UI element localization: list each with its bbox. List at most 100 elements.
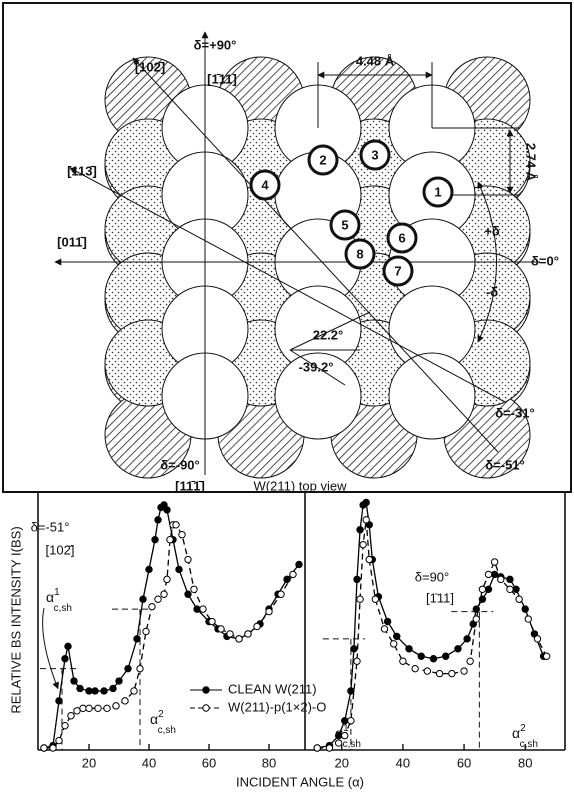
data-point — [463, 635, 471, 643]
data-point — [178, 531, 186, 539]
site-label: 6 — [398, 230, 405, 245]
site-ring — [249, 169, 281, 201]
data-point — [393, 632, 401, 641]
panel-annotation: [1̄11] — [426, 590, 454, 605]
data-point — [347, 687, 355, 695]
direction-label: [1̄11] — [207, 71, 237, 86]
data-point — [490, 558, 499, 566]
sign-label: +δ — [484, 223, 500, 238]
data-point — [383, 617, 392, 626]
angle-label: 22.2° — [313, 327, 344, 342]
data-point — [478, 585, 487, 593]
data-point — [362, 516, 370, 524]
data-point — [163, 506, 171, 514]
data-point — [390, 640, 398, 648]
data-point — [277, 590, 285, 598]
data-point — [151, 535, 159, 544]
data-point — [283, 575, 291, 584]
x-tick-label: 40 — [142, 755, 156, 770]
data-point — [235, 635, 243, 643]
threshold-label: α2 c,sh — [512, 723, 538, 750]
site-label: 5 — [341, 217, 348, 232]
data-point — [472, 615, 480, 623]
data-point — [133, 635, 141, 643]
threshold-label: α1 c,sh — [46, 587, 72, 614]
legend-label: W(211)-p(1×2)-O — [228, 699, 326, 714]
sign-label: -δ — [486, 284, 498, 299]
data-point — [100, 687, 108, 695]
direction-line — [132, 57, 499, 453]
label-part: c,sh — [54, 603, 72, 614]
data-point — [515, 595, 523, 603]
data-point — [160, 590, 168, 598]
angle-arrow — [477, 181, 497, 343]
x-tick-label: 20 — [82, 755, 96, 770]
data-point — [166, 535, 174, 544]
data-point — [226, 630, 234, 638]
panel-annotation: δ=90° — [415, 569, 450, 584]
diagram-frame — [2, 2, 572, 493]
site-label: 7 — [394, 263, 401, 278]
y-axis-title: RELATIVE BS INTENSITY I(BS) — [8, 526, 23, 713]
data-point — [253, 622, 261, 631]
data-point — [136, 664, 144, 673]
panel-annotation: [102̄] — [46, 542, 75, 557]
label-part: 2 — [520, 723, 526, 734]
site-ring — [422, 176, 454, 208]
data-point — [184, 555, 192, 564]
x-tick-label: 60 — [457, 755, 471, 770]
data-point — [193, 605, 201, 613]
data-point — [148, 602, 156, 611]
charts: INCIDENT ANGLE (α) RELATIVE BS INTENSITY… — [8, 492, 566, 789]
data-point — [85, 687, 93, 695]
site-ring — [382, 255, 414, 287]
site-label: 3 — [371, 147, 378, 162]
data-point — [103, 704, 111, 713]
delta-label: δ=0° — [531, 253, 559, 268]
data-point — [154, 516, 162, 524]
data-point — [85, 704, 93, 713]
spacing-label: 4.48 Å — [356, 53, 395, 68]
data-point — [61, 655, 69, 663]
direction-line — [69, 167, 506, 403]
data-point — [542, 652, 551, 660]
legend-marker — [202, 704, 210, 712]
threshold-arrow — [42, 607, 59, 690]
data-point — [347, 717, 355, 725]
data-point — [55, 697, 63, 705]
site-ring — [386, 222, 418, 254]
series-line — [317, 519, 548, 749]
data-point — [484, 585, 493, 593]
data-point — [435, 669, 444, 678]
data-point — [334, 731, 343, 740]
data-point — [73, 707, 81, 715]
data-point — [497, 575, 505, 584]
label-part: α — [512, 725, 520, 741]
delta-label: δ=-51° — [485, 457, 524, 472]
data-point — [359, 540, 367, 549]
data-point — [199, 605, 207, 613]
data-point — [460, 667, 468, 675]
label-part: α — [150, 711, 158, 727]
delta-label: δ=-90° — [160, 457, 199, 472]
data-point — [265, 607, 273, 616]
data-point — [115, 677, 123, 685]
data-point — [67, 712, 75, 720]
angle-line — [289, 311, 371, 351]
data-point — [341, 731, 349, 740]
data-point — [124, 664, 132, 673]
data-point — [341, 717, 349, 725]
direction-label: [011̄] — [57, 234, 87, 249]
site-ring — [329, 209, 361, 241]
data-point — [55, 736, 63, 745]
data-point — [91, 687, 99, 695]
data-point — [244, 630, 252, 638]
legend-marker — [202, 686, 210, 694]
label-part: c,sh — [343, 739, 361, 750]
data-point — [94, 704, 102, 713]
data-point — [163, 575, 171, 584]
data-point — [49, 744, 57, 752]
data-point — [371, 595, 380, 603]
atom-top-layer — [388, 352, 476, 440]
